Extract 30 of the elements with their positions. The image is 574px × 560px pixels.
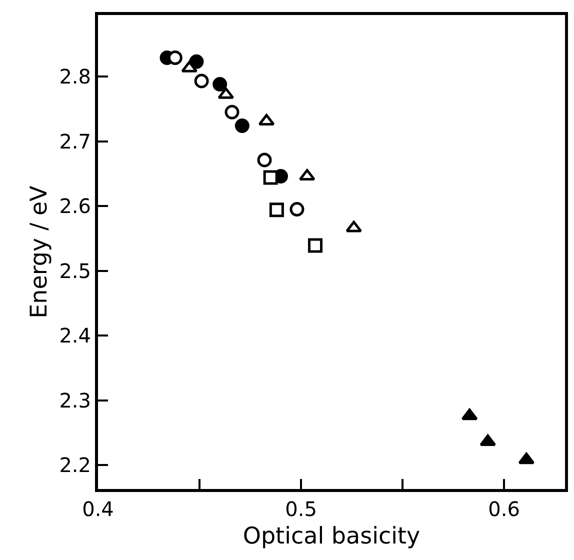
- point: [194, 74, 209, 88]
- point: [181, 60, 198, 72]
- point: [518, 452, 535, 464]
- y-tick-label: 2.4: [59, 324, 91, 348]
- y-tick-label: 2.8: [59, 64, 91, 89]
- y-tick-label: 2.7: [59, 129, 91, 154]
- y-tick-label: 2.6: [59, 194, 91, 218]
- point: [257, 152, 272, 168]
- point: [346, 220, 362, 232]
- point: [218, 87, 234, 99]
- y-tick-label: 2.2: [59, 453, 91, 478]
- x-axis-title: Optical basicity: [242, 524, 420, 550]
- point: [224, 104, 240, 120]
- point: [290, 202, 304, 217]
- point: [461, 408, 478, 420]
- point: [480, 434, 496, 446]
- x-tick-label: 0.5: [285, 497, 317, 521]
- x-tick-label: 0.6: [488, 497, 520, 521]
- y-tick-label: 2.5: [59, 258, 91, 283]
- point: [308, 238, 323, 253]
- point: [263, 170, 278, 185]
- y-tick-label: 2.3: [59, 388, 91, 412]
- point: [189, 54, 204, 69]
- point: [212, 77, 228, 92]
- x-tick-label: 0.4: [82, 497, 114, 521]
- point: [298, 168, 316, 180]
- point: [234, 118, 250, 133]
- point: [269, 202, 284, 218]
- point: [258, 114, 275, 126]
- y-axis-title: Energy / eV: [26, 185, 53, 318]
